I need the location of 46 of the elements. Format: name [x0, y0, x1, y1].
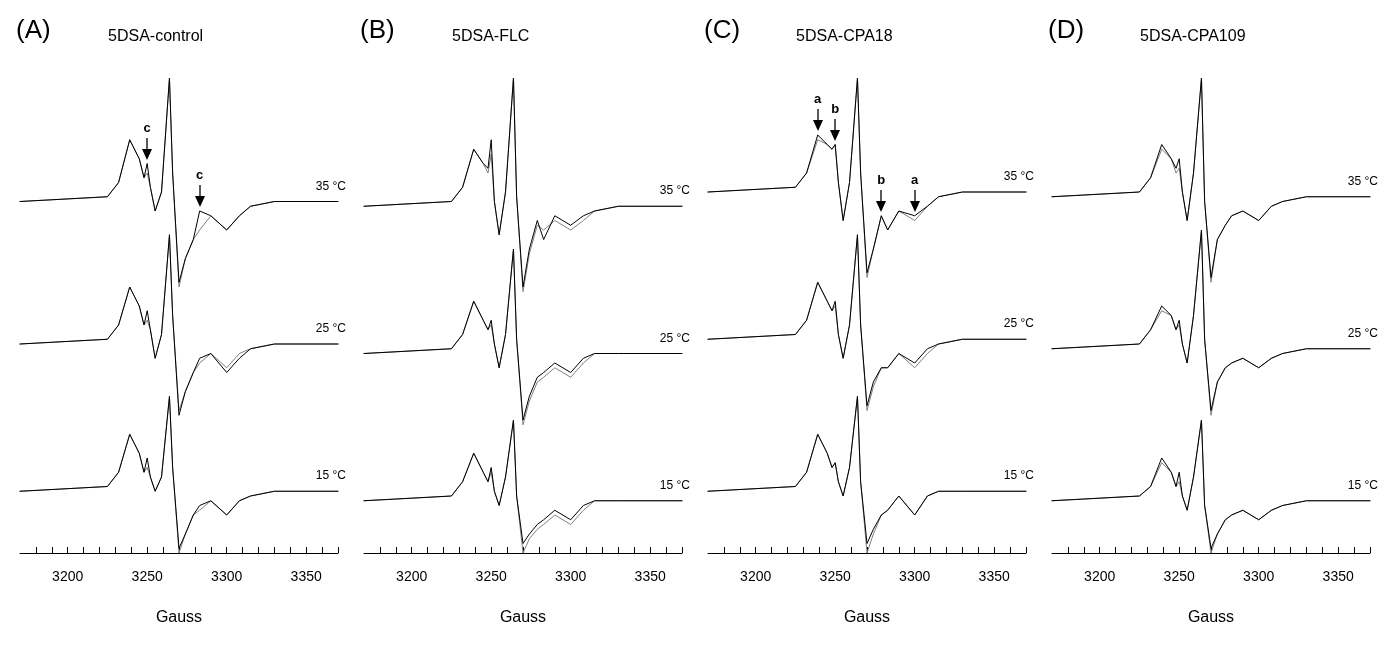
- x-axis-title: Gauss: [1187, 607, 1235, 625]
- annotation: c: [142, 119, 152, 135]
- x-axis-title: Gauss: [155, 607, 203, 625]
- x-tick-label: 3300: [211, 568, 243, 584]
- chart-title: 5DSA-FLC: [452, 26, 530, 44]
- x-tick-label: 3200: [740, 568, 772, 584]
- series-label: 15 °C: [1003, 468, 1035, 483]
- x-tick-label: 3350: [1322, 568, 1354, 584]
- x-tick-label: 3300: [1243, 568, 1275, 584]
- text: (D): [1048, 14, 1085, 44]
- x-tick-label: 3200: [396, 568, 428, 584]
- series-label: 35 °C: [1003, 169, 1035, 183]
- x-tick-label: 3200: [52, 568, 84, 584]
- x-tick-label: 3250: [1163, 568, 1195, 584]
- series-label: 25 °C: [1003, 316, 1035, 331]
- x-tick-label: 3300: [899, 568, 931, 584]
- x-axis-title: Gauss: [843, 607, 891, 625]
- chart-title: 5DSA-CPA18: [796, 26, 893, 44]
- chart-title: 5DSA-control: [108, 26, 204, 44]
- x-tick-label: 3350: [978, 568, 1010, 584]
- annotation: a: [813, 91, 823, 106]
- series-label: 25 °C: [659, 330, 691, 345]
- series-label: 15 °C: [315, 468, 347, 483]
- chart-title: 5DSA-CPA109: [1140, 26, 1246, 44]
- x-tick-label: 3200: [1084, 568, 1116, 584]
- series-label: 35 °C: [1347, 173, 1379, 188]
- x-tick-label: 3350: [290, 568, 322, 584]
- x-tick-label: 3250: [131, 568, 163, 584]
- x-axis-title: Gauss: [499, 607, 547, 625]
- series-label: 25 °C: [315, 321, 347, 335]
- series-label: 25 °C: [1347, 325, 1379, 340]
- annotation: a: [910, 171, 920, 187]
- series-label: 15 °C: [1347, 477, 1379, 492]
- x-tick-label: 3250: [475, 568, 507, 584]
- annotation: c: [195, 167, 205, 182]
- text: (C): [704, 14, 741, 44]
- text: (A): [16, 14, 51, 44]
- x-tick-label: 3350: [634, 568, 666, 584]
- series-label: 15 °C: [659, 477, 691, 492]
- annotation: b: [876, 171, 887, 187]
- series-label: 35 °C: [659, 183, 691, 198]
- text: (B): [360, 14, 395, 44]
- series-label: 35 °C: [315, 178, 347, 193]
- x-tick-label: 3250: [819, 568, 851, 584]
- x-tick-label: 3300: [555, 568, 587, 584]
- annotation: b: [830, 100, 841, 116]
